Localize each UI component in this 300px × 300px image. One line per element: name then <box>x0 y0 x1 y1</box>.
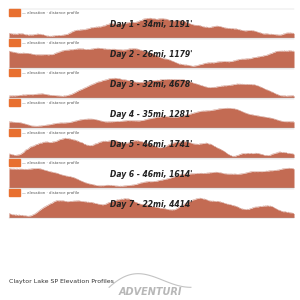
Bar <box>9 189 20 196</box>
Bar <box>9 159 20 166</box>
Text: ADVENTURI: ADVENTURI <box>118 287 182 297</box>
Text: — elevation · distance profile: — elevation · distance profile <box>22 41 79 45</box>
Text: — elevation · distance profile: — elevation · distance profile <box>22 161 79 165</box>
Text: — elevation · distance profile: — elevation · distance profile <box>22 131 79 135</box>
Text: — elevation · distance profile: — elevation · distance profile <box>22 71 79 75</box>
Bar <box>9 99 20 106</box>
Text: Day 3 - 32mi, 4678': Day 3 - 32mi, 4678' <box>110 80 193 89</box>
Text: Day 6 - 46mi, 1614': Day 6 - 46mi, 1614' <box>110 170 193 179</box>
Bar <box>9 39 20 46</box>
Text: Day 5 - 46mi, 1741': Day 5 - 46mi, 1741' <box>110 140 193 149</box>
Text: — elevation · distance profile: — elevation · distance profile <box>22 101 79 105</box>
Bar <box>9 129 20 136</box>
Text: Claytor Lake SP Elevation Profiles: Claytor Lake SP Elevation Profiles <box>9 278 114 284</box>
Text: Day 1 - 34mi, 1191': Day 1 - 34mi, 1191' <box>110 20 193 29</box>
Text: — elevation · distance profile: — elevation · distance profile <box>22 11 79 15</box>
Text: Day 7 - 22mi, 4414': Day 7 - 22mi, 4414' <box>110 200 193 209</box>
Text: Day 2 - 26mi, 1179': Day 2 - 26mi, 1179' <box>110 50 193 59</box>
Text: — elevation · distance profile: — elevation · distance profile <box>22 191 79 195</box>
Bar <box>9 9 20 16</box>
Text: Day 4 - 35mi, 1281': Day 4 - 35mi, 1281' <box>110 110 193 119</box>
Bar <box>9 69 20 76</box>
